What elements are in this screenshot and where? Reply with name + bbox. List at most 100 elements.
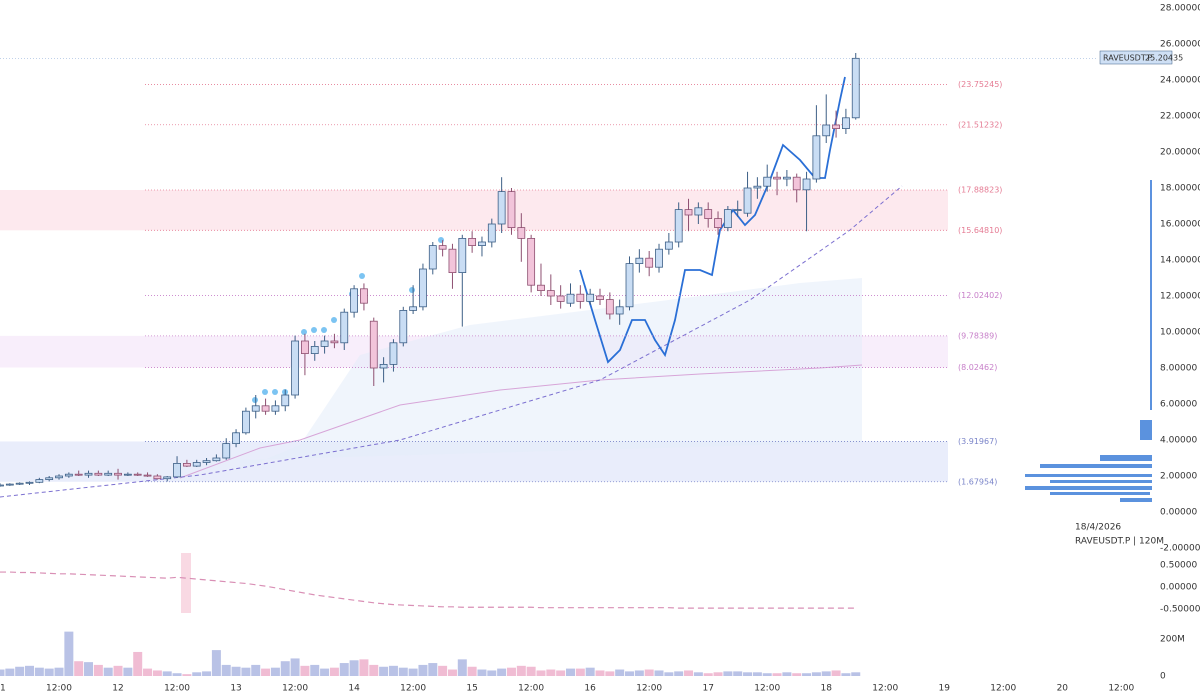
- price-tag: [1099, 50, 1173, 65]
- level-label: (17.88823): [958, 186, 1002, 195]
- candle-body: [576, 293, 585, 302]
- volume-bar: [733, 671, 743, 676]
- volume-bar: [379, 666, 389, 676]
- x-tick-label: 17: [702, 684, 713, 694]
- volume-bar: [123, 667, 133, 676]
- volume-bar: [369, 664, 379, 676]
- candle-body: [360, 288, 368, 304]
- volume-bar: [320, 668, 330, 676]
- candle-body: [497, 191, 506, 225]
- volume-bar: [202, 671, 212, 676]
- volume-bar: [211, 650, 221, 676]
- volume-bar: [831, 670, 841, 676]
- volume-bar: [841, 673, 851, 676]
- volume-bar: [349, 660, 359, 676]
- candle-body: [55, 475, 63, 479]
- volume-bar: [506, 667, 516, 676]
- x-tick-label: 12:00: [990, 684, 1016, 694]
- candle-body: [45, 477, 54, 480]
- volume-bar: [74, 661, 84, 676]
- volume-bar: [103, 667, 113, 676]
- candle-body: [664, 241, 673, 250]
- candle-body: [478, 241, 486, 246]
- volume-bar: [605, 671, 615, 676]
- volume-bar: [339, 663, 349, 676]
- volume-bar: [133, 651, 143, 676]
- candle-body: [25, 481, 34, 484]
- x-tick-label: 12:00: [46, 684, 72, 694]
- y-tick-label: 24.00000: [1160, 76, 1200, 86]
- candle-body: [487, 223, 496, 243]
- date-label: 18/4/2026: [1075, 523, 1121, 533]
- candle-body: [802, 178, 811, 191]
- symbol-label: RAVEUSDT.P: [1103, 54, 1152, 63]
- level-label: (8.02462): [958, 363, 997, 372]
- level-label: (21.51232): [958, 120, 1002, 129]
- candle-body: [763, 176, 772, 187]
- candle-body: [242, 410, 250, 434]
- candle-body: [428, 245, 437, 270]
- volume-bar: [457, 659, 467, 676]
- candle-body: [625, 263, 634, 308]
- volume-bar: [556, 670, 566, 676]
- volume-bar: [634, 670, 644, 676]
- y-tick-label: 20.00000: [1160, 148, 1200, 158]
- volume-bar: [664, 672, 674, 676]
- volume-bar: [54, 667, 64, 676]
- candle-body: [310, 345, 319, 354]
- candle-body: [271, 405, 280, 412]
- volume-bar: [5, 668, 15, 676]
- x-tick-label: 18: [821, 684, 833, 694]
- volume-bar: [546, 669, 556, 676]
- x-tick-label: 12:00: [636, 684, 662, 694]
- x-tick-label: 12:00: [282, 684, 308, 694]
- volume-bar: [438, 665, 448, 676]
- volume-bar: [280, 661, 290, 676]
- y-tick-label: 4.00000: [1160, 436, 1197, 446]
- symbol-interval: RAVEUSDT.P | 120M: [1075, 537, 1164, 547]
- y-tick-label: 14.00000: [1160, 256, 1200, 266]
- candle-body: [605, 299, 614, 315]
- candle-body: [684, 209, 693, 216]
- volume-tick-label: 0: [1160, 672, 1166, 682]
- candle-body: [399, 309, 408, 344]
- candle-body: [773, 176, 781, 180]
- candle-body: [438, 245, 447, 250]
- volume-bar: [467, 666, 477, 676]
- candle-body: [202, 460, 211, 463]
- candle-body: [635, 257, 644, 265]
- volume-bar: [290, 658, 300, 676]
- volume-bar: [84, 662, 94, 676]
- candle-body: [379, 363, 388, 369]
- y-tick-label: 0.00000: [1160, 508, 1197, 518]
- candle-body: [743, 187, 752, 214]
- volume-bar: [388, 665, 398, 676]
- volume-bar: [723, 671, 733, 676]
- candle-body: [842, 117, 850, 130]
- candle-body: [163, 476, 172, 480]
- x-tick-label: 1: [0, 684, 6, 694]
- candle-body: [458, 237, 467, 273]
- x-tick-label: 12:00: [400, 684, 426, 694]
- candle-body: [114, 472, 122, 476]
- volume-bar: [34, 667, 44, 676]
- volume-bar: [270, 667, 280, 676]
- volume-bar: [0, 669, 5, 676]
- candle-body: [448, 248, 457, 273]
- candle-body: [782, 176, 791, 180]
- volume-bar: [516, 665, 526, 676]
- volume-bar: [792, 673, 802, 676]
- x-tick-label: 20: [1057, 684, 1069, 694]
- volume-bar: [25, 665, 35, 676]
- volume-bar: [418, 664, 428, 676]
- zone: [0, 190, 948, 231]
- x-tick-label: 14: [348, 684, 360, 694]
- x-tick-label: 12:00: [1108, 684, 1134, 694]
- candle-body: [832, 124, 840, 129]
- candle-body: [714, 218, 722, 229]
- candle-body: [330, 340, 339, 344]
- candle-body: [674, 209, 683, 243]
- volume-bar: [152, 670, 162, 676]
